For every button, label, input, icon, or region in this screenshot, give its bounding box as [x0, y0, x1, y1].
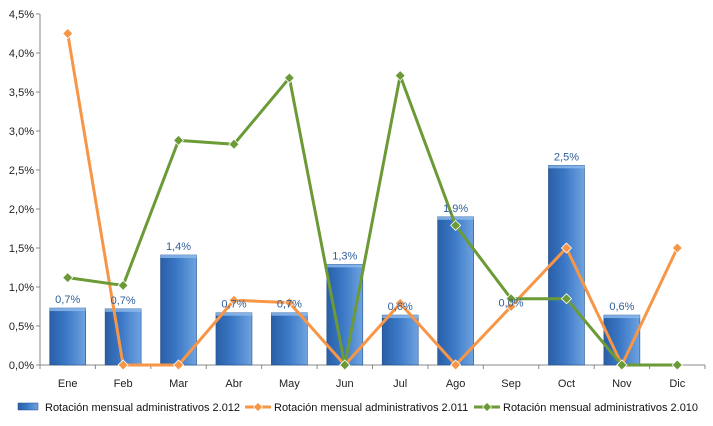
- bar: [215, 312, 253, 366]
- data-label: 1,9%: [443, 203, 468, 215]
- data-point: [228, 138, 240, 150]
- data-labels: 0,7% 0,7% 1,4% 0,7% 0,7% 1,3% 0,6% 1,9% 0,0% 2,5%…: [55, 151, 634, 313]
- x-tick-label: May: [279, 378, 300, 390]
- legend-marker: [482, 402, 492, 412]
- data-label: 1,4%: [166, 241, 191, 253]
- data-point: [560, 293, 573, 305]
- data-point: [62, 272, 74, 284]
- bar: [437, 216, 474, 366]
- y-tick-label: 3,0%: [9, 126, 34, 138]
- data-point: [117, 279, 129, 292]
- y-tick-label: 0,0%: [9, 360, 34, 372]
- data-point: [671, 242, 683, 254]
- y-tick-label: 2,0%: [9, 204, 34, 216]
- y-tick-label: 4,0%: [9, 48, 34, 60]
- x-axis: Ene Feb Mar Abr May Jun Jul Ago Sep Oct Nov Dic: [39, 364, 706, 390]
- x-tick-label: Dic: [669, 378, 685, 390]
- bar: [326, 264, 364, 366]
- data-point: [394, 70, 406, 82]
- bar-top-highlight: [548, 165, 585, 169]
- legend-label: Rotación mensual administrativos 2.010: [503, 402, 698, 414]
- bar-top-highlight: [603, 315, 640, 319]
- data-point: [450, 219, 462, 231]
- data-label: 0,7%: [221, 299, 246, 311]
- x-tick-label: Abr: [225, 378, 242, 390]
- bar: [548, 165, 585, 366]
- x-tick-label: Ene: [58, 378, 78, 390]
- x-tick-label: Nov: [612, 378, 632, 390]
- y-tick-label: 1,5%: [9, 243, 34, 255]
- legend-marker: [253, 402, 263, 412]
- data-label: 2,5%: [554, 151, 579, 163]
- bar: [381, 314, 419, 366]
- data-point: [283, 297, 295, 309]
- bar-top-highlight: [326, 264, 363, 268]
- bar-top-highlight: [160, 255, 197, 259]
- data-label: 0,7%: [55, 294, 80, 306]
- data-point: [62, 27, 74, 40]
- x-tick-label: Ago: [446, 378, 466, 390]
- legend: Rotación mensual administrativos 2.012 Ro…: [17, 402, 698, 414]
- bar-top-highlight: [382, 315, 419, 319]
- y-tick-label: 1,0%: [9, 282, 34, 294]
- data-label: 0,7%: [277, 299, 302, 311]
- y-tick-label: 2,5%: [9, 165, 34, 177]
- data-point: [228, 294, 240, 306]
- y-tick-label: 3,5%: [9, 87, 34, 99]
- y-tick-label: 0,5%: [9, 321, 34, 333]
- series-line: [67, 74, 678, 367]
- x-tick-label: Feb: [114, 378, 133, 390]
- bar-series: [49, 165, 641, 366]
- legend-label: Rotación mensual administrativos 2.012: [45, 402, 240, 414]
- data-label: 0,0%: [499, 298, 524, 310]
- data-label: 0,7%: [111, 295, 136, 307]
- bar: [49, 307, 87, 366]
- data-point: [616, 359, 628, 371]
- data-label: 1,3%: [332, 250, 357, 262]
- bar: [271, 312, 308, 366]
- bar-top-highlight: [271, 312, 308, 316]
- data-point: [339, 359, 351, 371]
- data-point: [505, 300, 517, 313]
- y-tick-label: 4,5%: [9, 9, 34, 21]
- bar-top-highlight: [437, 216, 474, 220]
- bar-top-highlight: [49, 308, 86, 312]
- data-point: [172, 359, 185, 371]
- data-point: [450, 359, 462, 371]
- data-label: 0,6%: [609, 301, 634, 313]
- data-point: [505, 293, 517, 305]
- data-point: [394, 297, 406, 309]
- bar: [160, 254, 197, 366]
- bar-top-highlight: [215, 312, 252, 316]
- line-series: [62, 27, 683, 371]
- x-tick-label: Jul: [393, 378, 407, 390]
- x-tick-label: Mar: [169, 378, 188, 390]
- y-axis: 0,0% 0,5% 1,0% 1,5% 2,0% 2,5% 3,0% 3,5% 4,0% 4,5%: [9, 9, 41, 372]
- data-label: 0,6%: [388, 301, 413, 313]
- legend-swatch: [17, 402, 39, 411]
- data-point: [117, 359, 129, 371]
- legend-label: Rotación mensual administrativos 2.011: [274, 402, 468, 414]
- x-tick-label: Oct: [558, 378, 575, 390]
- bar-top-highlight: [105, 308, 142, 312]
- data-point: [560, 242, 573, 254]
- data-point: [172, 134, 185, 146]
- data-point: [283, 72, 295, 84]
- x-tick-label: Sep: [501, 378, 521, 390]
- data-point: [671, 359, 683, 371]
- x-tick-label: Jun: [336, 378, 354, 390]
- series-line: [66, 33, 679, 367]
